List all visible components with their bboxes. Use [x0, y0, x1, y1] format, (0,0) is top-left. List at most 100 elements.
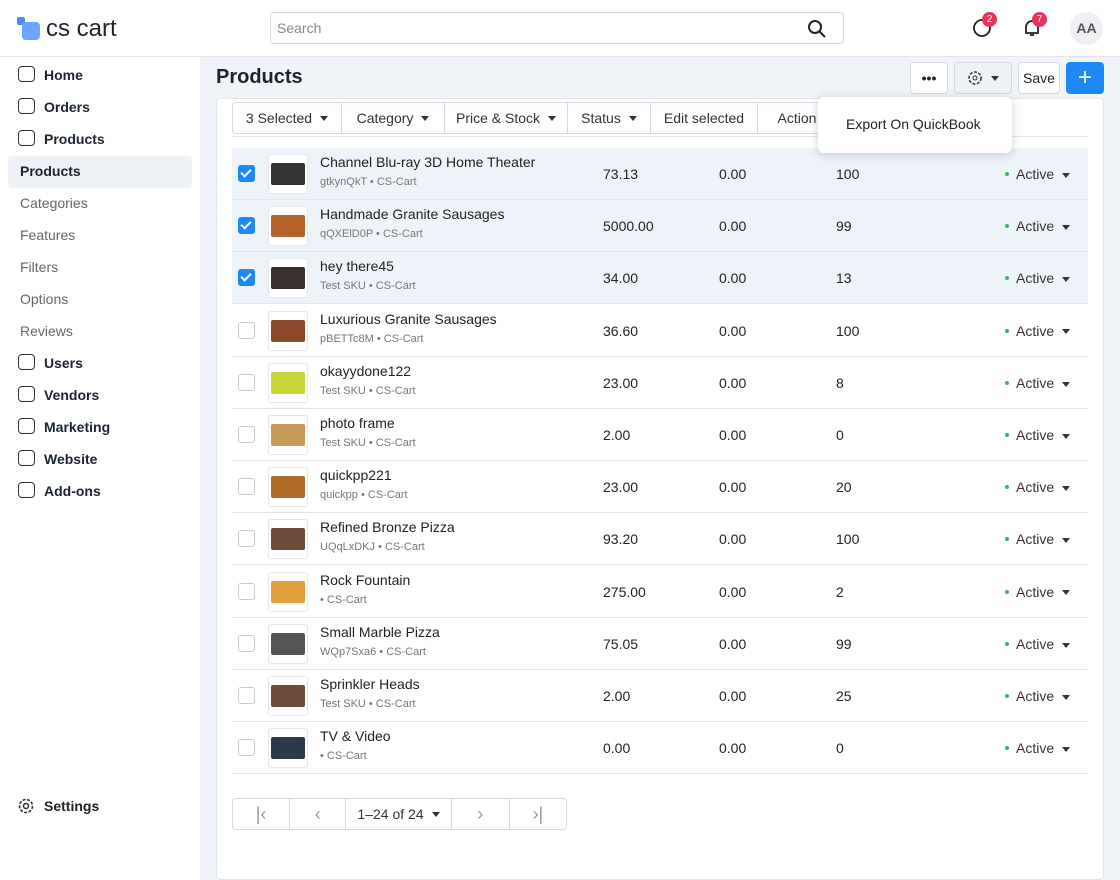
thumbnail-image	[271, 528, 305, 551]
row-checkbox[interactable]	[238, 478, 255, 496]
product-name[interactable]: photo frame	[320, 415, 395, 431]
product-list-price: 0.00	[719, 427, 747, 443]
product-list-price: 0.00	[719, 479, 747, 496]
product-status[interactable]: Active	[1016, 323, 1074, 339]
product-status[interactable]: Active	[1016, 166, 1074, 182]
page-range[interactable]: 1–24 of 24	[346, 799, 452, 829]
row-checkbox[interactable]	[238, 165, 255, 182]
nav-subitem[interactable]: Filters	[20, 259, 59, 275]
product-status[interactable]: Active	[1016, 688, 1074, 704]
product-list-price: 0.00	[719, 218, 747, 235]
toolbar-button[interactable]: Price & Stock	[444, 102, 568, 134]
nav-item[interactable]: Marketing	[44, 419, 111, 435]
logo-mark	[22, 22, 40, 40]
add-button[interactable]: +	[1066, 62, 1104, 94]
nav-item[interactable]: Add-ons	[44, 483, 101, 499]
dropdown-item[interactable]: Export On QuickBook	[846, 116, 981, 132]
row-checkbox[interactable]	[238, 582, 255, 600]
table-row: okayydone122 Test SKU • CS-Cart 23.00 0.00 8…	[232, 357, 1088, 409]
status-dot	[1005, 172, 1009, 176]
toolbar-button[interactable]: Status	[567, 102, 651, 134]
row-checkbox[interactable]	[238, 634, 255, 652]
nav-subitem[interactable]: Reviews	[20, 323, 73, 339]
nav-item[interactable]: Vendors	[44, 387, 100, 403]
table-row: Luxurious Granite Sausages pBETTc8M • CS-…	[232, 305, 1088, 357]
page-nav-button[interactable]: ›|	[532, 803, 544, 824]
row-checkbox[interactable]	[238, 321, 255, 339]
page-nav-button[interactable]: ‹	[290, 799, 347, 829]
product-name[interactable]: TV & Video	[320, 728, 391, 745]
product-name[interactable]: Rock Fountain	[320, 571, 411, 588]
product-status[interactable]: Active	[1016, 531, 1074, 547]
row-checkbox[interactable]	[238, 217, 255, 235]
product-name[interactable]: Small Marble Pizza	[320, 623, 440, 640]
product-price: 36.60	[603, 322, 639, 339]
product-name[interactable]: hey there45	[320, 258, 394, 275]
product-quantity: 99	[836, 635, 852, 652]
nav-item[interactable]: Users	[44, 355, 83, 371]
product-sku: pBETTc8M • CS-Cart	[320, 332, 424, 345]
settings-button[interactable]	[954, 62, 1012, 94]
save-button[interactable]: Save	[1018, 62, 1060, 94]
table-row: Small Marble Pizza WQp7Sxa6 • CS-Cart 75.0…	[232, 618, 1088, 670]
toolbar-button[interactable]: 3 Selected	[232, 102, 342, 134]
product-status[interactable]: Active	[1016, 375, 1074, 391]
thumbnail-image	[271, 267, 305, 290]
row-checkbox[interactable]	[238, 739, 255, 757]
product-sku: Test SKU • CS-Cart	[320, 384, 416, 397]
nav-subitem[interactable]: Options	[20, 291, 69, 307]
product-status[interactable]: Active	[1016, 740, 1074, 756]
avatar[interactable]: AA	[1070, 12, 1103, 45]
product-name[interactable]: Sprinkler Heads	[320, 676, 420, 692]
search[interactable]: Search	[270, 12, 844, 44]
product-status[interactable]: Active	[1016, 270, 1074, 286]
product-list-price: 0.00	[719, 531, 747, 548]
toolbar-button[interactable]: Edit selected	[650, 102, 758, 134]
nav-subitem[interactable]: Categories	[20, 195, 88, 211]
nav-icon	[18, 354, 35, 370]
product-name[interactable]: Channel Blu-ray 3D Home Theater	[320, 154, 536, 170]
product-thumbnail	[268, 206, 308, 247]
nav-item[interactable]: Products	[44, 131, 105, 147]
page-nav-button[interactable]: |‹	[233, 799, 291, 829]
nav-item[interactable]: Home	[44, 67, 83, 83]
row-checkbox[interactable]	[238, 373, 255, 391]
page-nav-button[interactable]: ›	[452, 799, 510, 829]
product-thumbnail	[268, 676, 308, 716]
product-quantity: 99	[836, 218, 852, 235]
product-sku: qQXElD0P • CS-Cart	[320, 228, 423, 241]
product-name[interactable]: Refined Bronze Pizza	[320, 519, 455, 536]
row-checkbox[interactable]	[238, 426, 255, 443]
product-name[interactable]: quickpp221	[320, 467, 392, 484]
settings-link[interactable]: Settings	[44, 798, 100, 814]
status-dot	[1005, 433, 1009, 437]
product-name[interactable]: Handmade Granite Sausages	[320, 206, 505, 223]
header: cs cart Search 2 7 AA	[0, 0, 1120, 57]
product-list-price: 0.00	[719, 374, 747, 391]
nav-item[interactable]: Website	[44, 451, 98, 467]
product-status[interactable]: Active	[1016, 636, 1074, 652]
nav-item[interactable]: Orders	[44, 99, 90, 115]
row-checkbox[interactable]	[238, 687, 255, 704]
table-row: photo frame Test SKU • CS-Cart 2.00 0.00 0 Ac…	[232, 409, 1088, 461]
product-status[interactable]: Active	[1016, 427, 1074, 443]
nav-subitem[interactable]: Products	[20, 163, 81, 179]
product-name[interactable]: Luxurious Granite Sausages	[320, 310, 497, 327]
product-list-price: 0.00	[719, 166, 747, 182]
product-status[interactable]: Active	[1016, 479, 1074, 495]
product-sku: • CS-Cart	[320, 750, 367, 763]
product-status[interactable]: Active	[1016, 218, 1074, 234]
product-name[interactable]: okayydone122	[320, 362, 412, 379]
row-checkbox[interactable]	[238, 530, 255, 548]
product-thumbnail	[268, 310, 308, 351]
product-price: 2.00	[603, 427, 631, 443]
nav-subitem[interactable]: Features	[20, 227, 76, 243]
logo-dot	[17, 17, 25, 25]
product-sku: Test SKU • CS-Cart	[320, 437, 416, 449]
product-quantity: 13	[836, 270, 852, 287]
row-checkbox[interactable]	[238, 269, 255, 287]
more-button[interactable]: •••	[910, 62, 948, 94]
toolbar-button[interactable]: Category	[341, 102, 445, 134]
product-status[interactable]: Active	[1016, 584, 1074, 600]
